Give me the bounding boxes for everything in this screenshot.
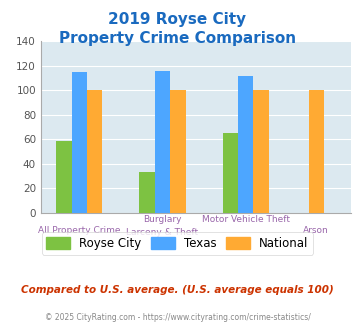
Text: 2019 Royse City: 2019 Royse City bbox=[108, 12, 247, 26]
Bar bbox=[140, 172, 155, 213]
Text: Compared to U.S. average. (U.S. average equals 100): Compared to U.S. average. (U.S. average … bbox=[21, 285, 334, 295]
Bar bbox=[308, 90, 324, 213]
Bar bbox=[238, 76, 253, 213]
Bar bbox=[56, 141, 72, 213]
Text: Larceny & Theft: Larceny & Theft bbox=[126, 228, 198, 237]
Bar bbox=[170, 90, 186, 213]
Bar bbox=[72, 72, 87, 213]
Text: Arson: Arson bbox=[304, 226, 329, 235]
Text: Property Crime Comparison: Property Crime Comparison bbox=[59, 31, 296, 46]
Text: Motor Vehicle Theft: Motor Vehicle Theft bbox=[202, 215, 290, 224]
Bar bbox=[223, 133, 238, 213]
Bar bbox=[87, 90, 102, 213]
Text: © 2025 CityRating.com - https://www.cityrating.com/crime-statistics/: © 2025 CityRating.com - https://www.city… bbox=[45, 314, 310, 322]
Bar bbox=[253, 90, 269, 213]
Text: Burglary: Burglary bbox=[143, 215, 182, 224]
Text: All Property Crime: All Property Crime bbox=[38, 226, 120, 235]
Legend: Royse City, Texas, National: Royse City, Texas, National bbox=[42, 232, 313, 255]
Bar bbox=[155, 71, 170, 213]
